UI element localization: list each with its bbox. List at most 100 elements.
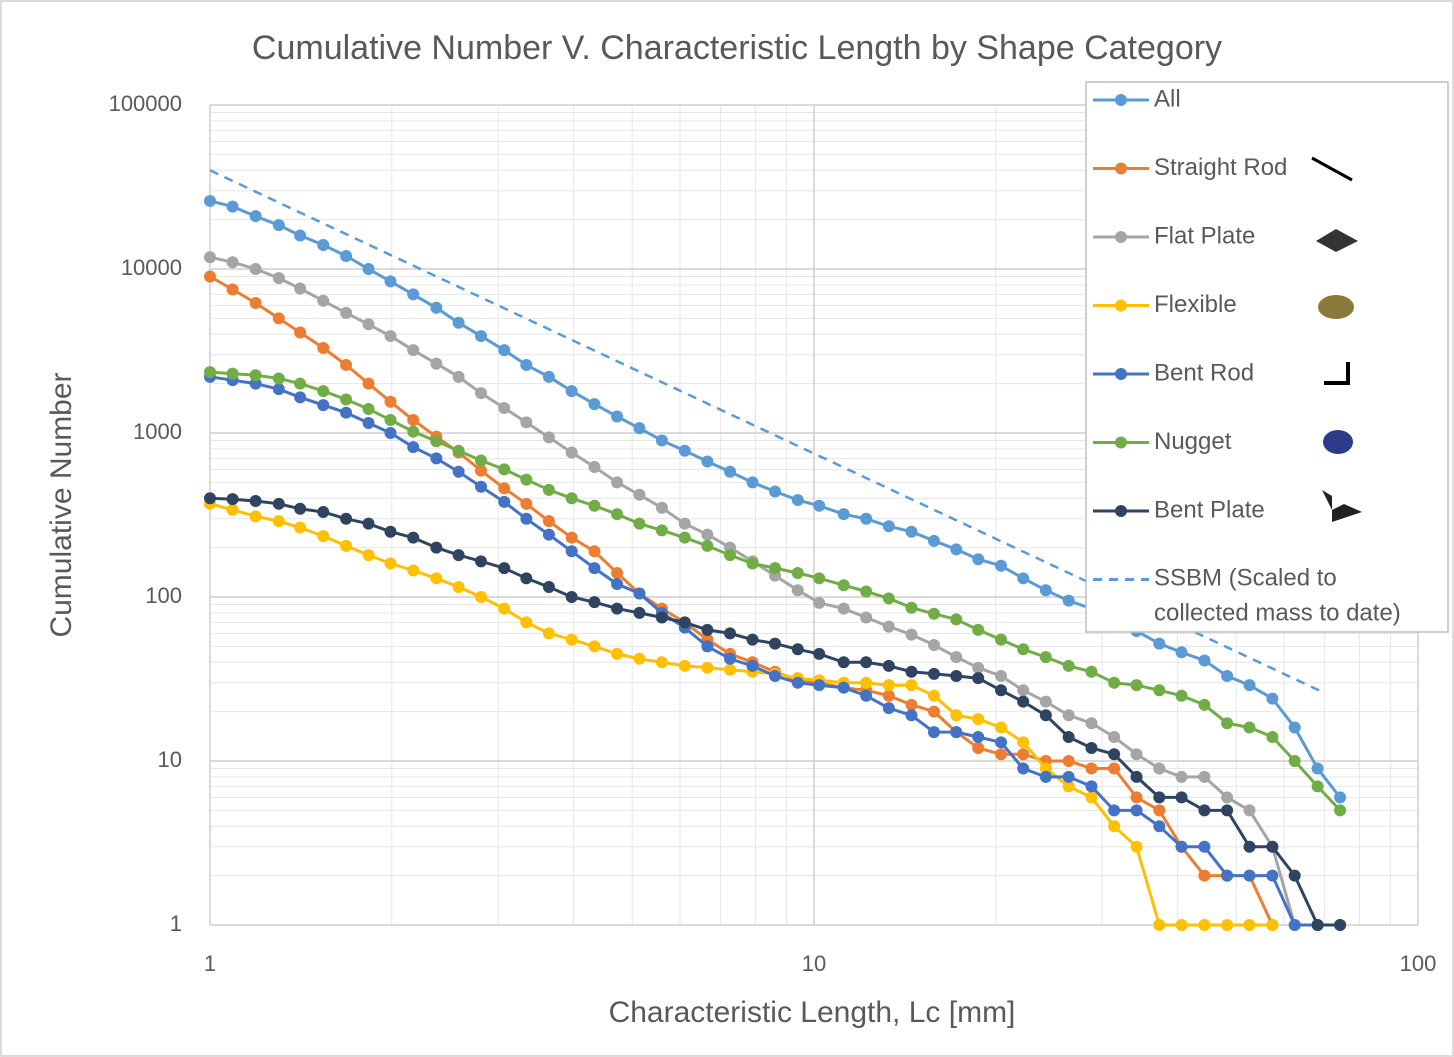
data-point: [543, 371, 555, 383]
data-point: [407, 565, 419, 577]
data-point: [566, 492, 578, 504]
y-tick-label: 1000: [133, 419, 182, 444]
data-point: [588, 461, 600, 473]
data-point: [566, 591, 578, 603]
data-point: [995, 670, 1007, 682]
data-point: [317, 506, 329, 518]
legend-marker: [1115, 437, 1127, 449]
data-point: [972, 731, 984, 743]
data-point: [1017, 696, 1029, 708]
data-point: [633, 518, 645, 530]
data-point: [950, 670, 962, 682]
y-tick-label: 100: [145, 583, 182, 608]
data-point: [724, 664, 736, 676]
data-point: [633, 607, 645, 619]
legend-label: Bent Rod: [1154, 359, 1254, 386]
data-point: [1131, 679, 1143, 691]
legend-marker: [1115, 368, 1127, 380]
data-point: [543, 627, 555, 639]
data-point: [611, 578, 623, 590]
data-point: [1040, 696, 1052, 708]
icon-nugget: [1323, 430, 1353, 454]
data-point: [1153, 820, 1165, 832]
data-point: [611, 648, 623, 660]
data-point: [950, 613, 962, 625]
data-point: [1063, 731, 1075, 743]
data-point: [950, 726, 962, 738]
data-point: [1243, 679, 1255, 691]
data-point: [769, 638, 781, 650]
data-point: [928, 535, 940, 547]
data-point: [1266, 870, 1278, 882]
data-point: [1131, 791, 1143, 803]
data-point: [1198, 699, 1210, 711]
data-point: [363, 417, 375, 429]
data-point: [385, 396, 397, 408]
data-point: [611, 476, 623, 488]
data-point: [407, 344, 419, 356]
data-point: [838, 682, 850, 694]
data-point: [792, 567, 804, 579]
data-point: [633, 489, 645, 501]
data-point: [204, 366, 216, 378]
data-point: [860, 690, 872, 702]
data-point: [273, 312, 285, 324]
data-point: [813, 597, 825, 609]
data-point: [1108, 748, 1120, 760]
data-point: [1221, 870, 1233, 882]
legend-marker: [1115, 231, 1127, 243]
data-point: [453, 581, 465, 593]
data-point: [883, 621, 895, 633]
data-point: [611, 567, 623, 579]
data-point: [430, 452, 442, 464]
data-point: [679, 660, 691, 672]
y-tick-label: 1: [170, 911, 182, 936]
data-point: [633, 653, 645, 665]
data-point: [1176, 791, 1188, 803]
data-point: [701, 662, 713, 674]
x-tick-label: 1: [204, 951, 216, 976]
data-point: [273, 383, 285, 395]
data-point: [294, 391, 306, 403]
data-point: [905, 679, 917, 691]
data-point: [250, 297, 262, 309]
data-point: [317, 530, 329, 542]
data-point: [679, 445, 691, 457]
data-point: [475, 591, 487, 603]
data-point: [317, 399, 329, 411]
data-point: [385, 414, 397, 426]
data-point: [792, 584, 804, 596]
data-point: [1198, 919, 1210, 931]
data-point: [883, 660, 895, 672]
data-point: [611, 603, 623, 615]
legend-marker: [1115, 94, 1127, 106]
data-point: [385, 275, 397, 287]
data-point: [813, 572, 825, 584]
data-point: [363, 403, 375, 415]
data-point: [1108, 804, 1120, 816]
data-point: [340, 359, 352, 371]
data-point: [1176, 771, 1188, 783]
data-point: [453, 466, 465, 478]
data-point: [1243, 870, 1255, 882]
data-point: [1243, 722, 1255, 734]
legend-marker: [1115, 505, 1127, 517]
data-point: [1017, 748, 1029, 760]
data-point: [1063, 771, 1075, 783]
data-point: [1153, 804, 1165, 816]
data-point: [317, 342, 329, 354]
data-point: [385, 427, 397, 439]
data-point: [950, 651, 962, 663]
data-point: [972, 624, 984, 636]
data-point: [905, 709, 917, 721]
data-point: [475, 481, 487, 493]
data-point: [294, 327, 306, 339]
data-point: [204, 492, 216, 504]
data-point: [724, 549, 736, 561]
data-point: [475, 387, 487, 399]
data-point: [1266, 731, 1278, 743]
data-point: [950, 709, 962, 721]
data-point: [1131, 771, 1143, 783]
data-point: [1312, 919, 1324, 931]
